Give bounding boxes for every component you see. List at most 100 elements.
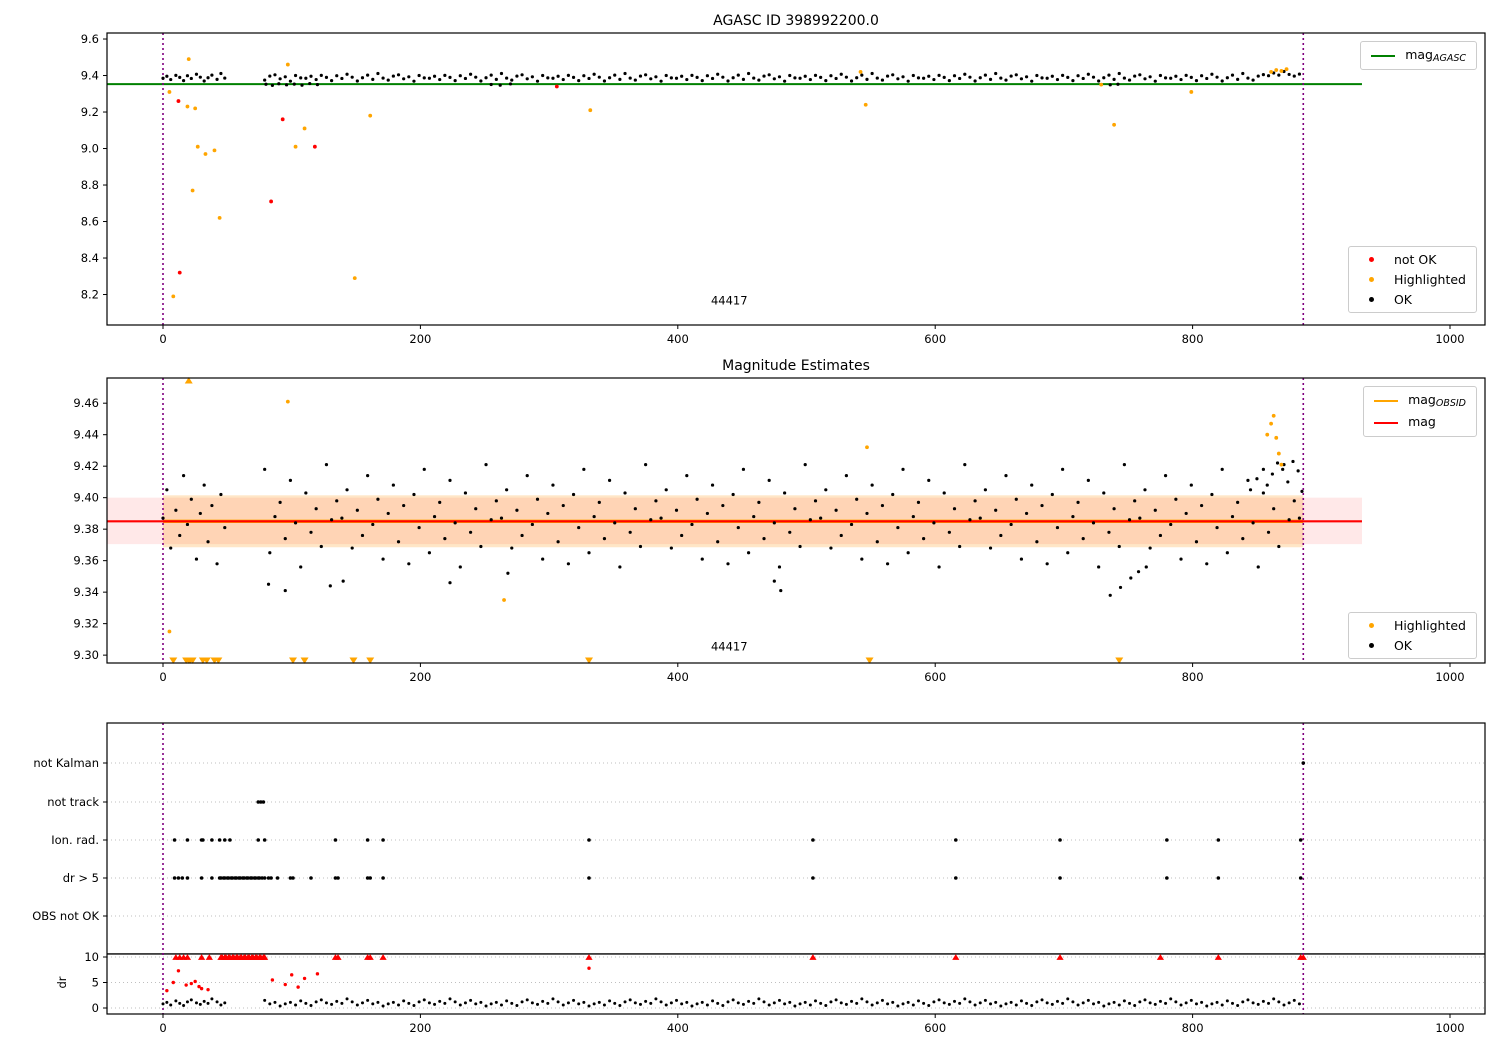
series-highlighted-clip-low	[169, 657, 1124, 664]
series-dr-5	[172, 876, 1303, 880]
y-tick-label: 9.40	[73, 491, 99, 505]
x-tick-label: 1000	[1435, 332, 1464, 346]
x-tick-label: 800	[1182, 1021, 1204, 1035]
plot2-title: Magnitude Estimates	[722, 358, 870, 374]
legend-entry-ok: OK	[1359, 638, 1466, 653]
y-tick-label: 9.2	[81, 105, 99, 119]
series-ok	[161, 463, 1302, 569]
x-tick-label: 800	[1182, 332, 1204, 346]
red-dot-swatch	[1368, 257, 1374, 262]
y-tick-label: 9.42	[73, 459, 99, 473]
y-tick-label: 9.38	[73, 522, 99, 536]
legend-entry-ok: OK	[1359, 292, 1466, 307]
axes-frame	[106, 32, 1486, 326]
y-tick-label: 9.44	[73, 428, 99, 442]
x-tick-label: 400	[667, 670, 689, 684]
red-line-swatch	[1374, 421, 1399, 424]
black-dot-swatch	[1368, 643, 1374, 648]
black-dot-swatch	[1368, 297, 1374, 302]
orange-dot-swatch	[1368, 623, 1374, 628]
legend-label: mag	[1408, 414, 1436, 429]
x-tick-label: 600	[924, 332, 946, 346]
category-label: Ion. rad.	[51, 833, 99, 847]
category-label: not track	[47, 795, 99, 809]
legend-mag-agasc[interactable]: magAGASC	[1360, 41, 1477, 70]
series-ok-outliers	[266, 459, 1304, 597]
green-line-swatch	[1371, 54, 1396, 57]
dr-tick-label: 10	[84, 950, 99, 964]
legend-label: not OK	[1393, 252, 1437, 267]
series-ok	[161, 69, 1302, 83]
series-highlighted-clip-high	[184, 377, 193, 384]
x-tick-label: 1000	[1435, 1021, 1464, 1035]
orange-line-swatch	[1374, 399, 1399, 402]
y-tick-label: 8.4	[81, 251, 99, 265]
series-dr-high-red	[165, 966, 591, 993]
axes-frame	[106, 377, 1486, 664]
y-tick-label: 8.8	[81, 178, 99, 192]
y-tick-label: 8.6	[81, 215, 99, 229]
dr-tick-label: 5	[92, 976, 99, 990]
legend-point-classes[interactable]: not OK Highlighted OK	[1347, 246, 1477, 313]
x-tick-label: 200	[409, 1021, 431, 1035]
series-highlighted	[167, 399, 1284, 634]
legend-entry-mag-obsid: magOBSID	[1374, 392, 1466, 409]
legend-label: OK	[1393, 638, 1412, 653]
series-dr	[161, 997, 1301, 1008]
x-tick-label: 1000	[1435, 670, 1464, 684]
y-tick-label: 9.6	[81, 32, 99, 46]
y-tick-label: 9.34	[73, 585, 99, 599]
y-tick-label: 9.0	[81, 142, 99, 156]
y-tick-label: 9.36	[73, 554, 99, 568]
legend-label: magOBSID	[1408, 392, 1466, 409]
y-tick-label: 9.30	[73, 648, 99, 662]
legend-mag-lines[interactable]: magOBSID mag	[1363, 386, 1477, 437]
legend-point-classes-2[interactable]: Highlighted OK	[1347, 612, 1477, 659]
legend-entry-not-ok: not OK	[1359, 252, 1466, 267]
obsid-annotation: 44417	[711, 639, 748, 653]
x-tick-label: 0	[159, 670, 166, 684]
category-label: dr > 5	[63, 871, 99, 885]
series-highlighted	[167, 57, 1289, 299]
x-tick-label: 600	[924, 670, 946, 684]
series-not-ok	[176, 84, 559, 275]
orange-dot-swatch	[1368, 277, 1374, 282]
plot2: 44417 0 200 400 600 800 1000 9.46 9.44 9.42 9.40 9.…	[73, 377, 1486, 684]
x-tick-label: 0	[159, 332, 166, 346]
plot3: 0 200 400 600 800 1000 not Kalman not track Ion.…	[32, 722, 1486, 1035]
series-dr-clip	[172, 954, 1307, 960]
x-tick-label: 0	[159, 1021, 166, 1035]
legend-entry-highlighted: Highlighted	[1359, 618, 1466, 633]
series-ok-low	[264, 81, 1120, 87]
x-tick-label: 600	[924, 1021, 946, 1035]
category-label: not Kalman	[33, 756, 99, 770]
x-tick-label: 200	[409, 332, 431, 346]
obsid-annotation: 44417	[711, 294, 748, 308]
y-tick-label: 9.32	[73, 617, 99, 631]
series-not-track	[256, 800, 266, 804]
legend-entry-mag-agasc: magAGASC	[1371, 47, 1466, 64]
x-tick-label: 800	[1182, 670, 1204, 684]
x-tick-label: 200	[409, 670, 431, 684]
y-tick-label: 9.4	[81, 69, 99, 83]
legend-label: Highlighted	[1393, 272, 1466, 287]
plot1-title: AGASC ID 398992200.0	[713, 13, 879, 29]
series-ion-rad-	[172, 838, 1303, 842]
y-axis-label: dr	[55, 976, 69, 988]
legend-label: Highlighted	[1393, 618, 1466, 633]
legend-entry-highlighted: Highlighted	[1359, 272, 1466, 287]
plot1: 44417 0 200 400 600 800 1000 9.6 9.4 9.2 9.0 8.8 8.6…	[81, 32, 1486, 346]
dr-tick-label: 0	[92, 1001, 99, 1015]
legend-label: OK	[1393, 292, 1412, 307]
y-tick-label: 9.46	[73, 396, 99, 410]
legend-entry-mag: mag	[1374, 414, 1466, 431]
x-tick-label: 400	[667, 332, 689, 346]
legend-label: magAGASC	[1405, 47, 1466, 64]
x-tick-label: 400	[667, 1021, 689, 1035]
y-tick-label: 8.2	[81, 288, 99, 302]
axes-frame	[106, 722, 1486, 1015]
series-not-kalman	[1301, 761, 1306, 765]
category-label: OBS not OK	[32, 909, 99, 923]
